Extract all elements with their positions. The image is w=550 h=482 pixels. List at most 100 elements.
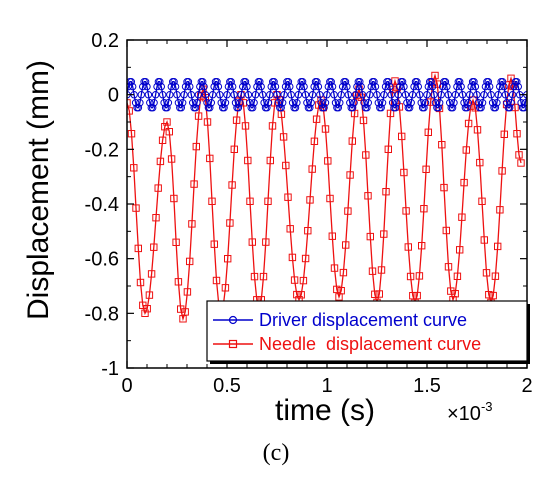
driver-point bbox=[214, 82, 223, 91]
needle-point bbox=[266, 156, 275, 165]
driver-point bbox=[500, 82, 508, 91]
needle-point bbox=[328, 232, 337, 240]
driver-point bbox=[313, 78, 321, 86]
needle-point bbox=[489, 291, 497, 300]
y-axis-label: Displacement (mm) bbox=[22, 60, 55, 320]
needle-point bbox=[324, 157, 332, 165]
needle-point bbox=[380, 230, 388, 238]
needle-point bbox=[476, 158, 484, 167]
driver-point bbox=[187, 91, 196, 99]
driver-point bbox=[416, 91, 424, 99]
driver-point bbox=[234, 104, 243, 112]
needle-point bbox=[513, 130, 521, 138]
driver-point bbox=[200, 82, 208, 91]
driver-point bbox=[471, 82, 480, 91]
driver-point bbox=[436, 99, 444, 107]
driver-point bbox=[206, 104, 214, 112]
driver-point bbox=[194, 91, 203, 99]
driver-point bbox=[298, 78, 307, 86]
driver-point bbox=[180, 91, 188, 99]
driver-point bbox=[351, 91, 360, 99]
needle-point bbox=[127, 130, 136, 138]
needle-point bbox=[284, 193, 292, 201]
driver-point bbox=[184, 78, 193, 86]
driver-point bbox=[458, 91, 467, 99]
needle-point bbox=[371, 290, 379, 299]
driver-point bbox=[443, 82, 451, 91]
driver-point bbox=[137, 91, 146, 99]
driver-point bbox=[493, 99, 501, 107]
needle-point bbox=[398, 132, 406, 141]
driver-point bbox=[366, 91, 374, 99]
driver-point bbox=[463, 104, 471, 112]
driver-point bbox=[270, 78, 278, 86]
needle-point bbox=[226, 219, 234, 227]
driver-point bbox=[277, 104, 285, 112]
needle-point bbox=[485, 291, 493, 299]
driver-point bbox=[406, 104, 414, 112]
driver-point bbox=[508, 91, 517, 99]
driver-point bbox=[398, 78, 407, 86]
needle-point bbox=[228, 181, 236, 189]
driver-point bbox=[316, 91, 324, 99]
driver-point bbox=[287, 91, 295, 99]
driver-point bbox=[414, 82, 422, 91]
needle-point bbox=[418, 242, 426, 250]
driver-point bbox=[236, 99, 244, 107]
driver-point bbox=[209, 91, 217, 99]
needle-point bbox=[478, 197, 486, 206]
driver-point bbox=[487, 91, 495, 99]
needle-point bbox=[293, 290, 301, 299]
driver-point bbox=[364, 99, 372, 107]
needle-point bbox=[426, 98, 435, 106]
driver-point bbox=[377, 104, 385, 112]
needle-point bbox=[299, 276, 308, 285]
needle-point bbox=[453, 272, 462, 281]
x-axis-label: time (s) bbox=[275, 394, 375, 427]
driver-point bbox=[229, 82, 237, 91]
driver-point bbox=[266, 91, 274, 99]
needle-point bbox=[462, 146, 471, 154]
driver-point bbox=[521, 99, 527, 107]
needle-point bbox=[174, 278, 183, 286]
driver-point bbox=[456, 78, 464, 86]
y-tick-label: -0.4 bbox=[85, 194, 119, 216]
needle-point bbox=[304, 227, 312, 235]
driver-point bbox=[173, 91, 181, 99]
driver-point bbox=[478, 99, 487, 107]
needle-point bbox=[344, 207, 352, 215]
driver-point bbox=[127, 78, 136, 86]
driver-point bbox=[321, 99, 330, 107]
driver-point bbox=[473, 91, 481, 99]
needle-series bbox=[127, 71, 525, 323]
needle-point bbox=[438, 141, 446, 149]
needle-point bbox=[406, 272, 415, 281]
driver-point bbox=[327, 78, 335, 86]
needle-point bbox=[210, 240, 219, 248]
driver-point bbox=[391, 104, 400, 112]
driver-point bbox=[491, 104, 500, 112]
needle-point bbox=[288, 253, 297, 262]
driver-point bbox=[306, 104, 314, 112]
driver-point bbox=[507, 99, 515, 107]
driver-point bbox=[334, 104, 342, 112]
driver-point bbox=[441, 78, 450, 86]
driver-point bbox=[514, 82, 522, 91]
driver-point bbox=[486, 82, 494, 91]
legend-marker bbox=[228, 339, 238, 349]
needle-point bbox=[348, 137, 357, 145]
driver-point bbox=[221, 99, 230, 107]
driver-point bbox=[271, 82, 280, 91]
driver-point bbox=[400, 82, 408, 91]
needle-point bbox=[308, 165, 316, 173]
needle-point bbox=[248, 238, 257, 246]
needle-point bbox=[134, 244, 143, 253]
driver-point bbox=[437, 91, 445, 99]
driver-point bbox=[420, 104, 428, 112]
needle-point bbox=[203, 118, 212, 126]
needle-point bbox=[460, 178, 468, 187]
driver-point bbox=[407, 99, 415, 107]
needle-point bbox=[230, 145, 239, 154]
needle-point bbox=[141, 309, 149, 318]
driver-point bbox=[358, 91, 367, 99]
